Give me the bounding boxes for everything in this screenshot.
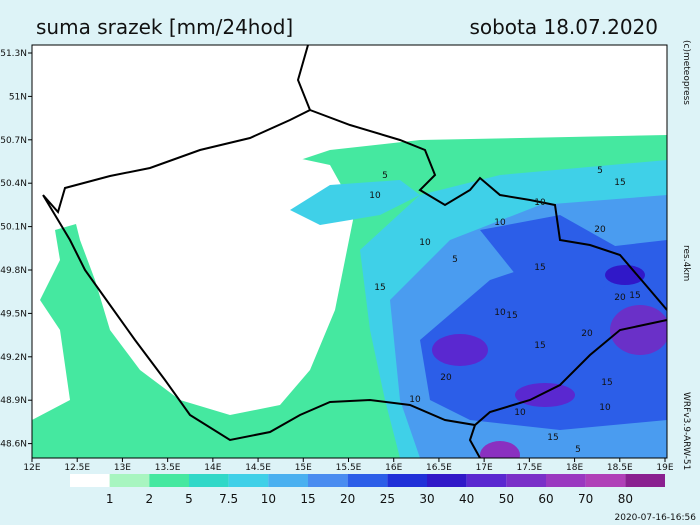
precip-violet (610, 305, 667, 355)
colorbar-swatch (427, 474, 467, 487)
x-tick-label: 16.5E (426, 463, 452, 473)
contour-label: 20 (594, 225, 606, 235)
contour-label: 10 (599, 403, 611, 413)
colorbar-label: 15 (300, 492, 315, 506)
contour-label: 5 (597, 166, 603, 176)
precip-cyan (290, 180, 420, 225)
precip-darkblue (420, 240, 667, 430)
colorbar-swatch (149, 474, 189, 487)
colorbar-swatch (189, 474, 229, 487)
x-tick-label: 15.5E (336, 463, 362, 473)
map-date: sobota 18.07.2020 (469, 15, 658, 39)
colorbar-swatch (109, 474, 150, 487)
resolution: res.4km (681, 245, 691, 281)
y-tick-label: 51.3N (0, 49, 27, 59)
x-tick-label: 15E (295, 463, 312, 473)
y-tick-label: 49.8N (0, 266, 27, 276)
contour-label: 10 (409, 395, 421, 405)
y-tick-label: 49.5N (0, 309, 27, 319)
x-tick-label: 16E (385, 463, 402, 473)
contour-label: 10 (534, 198, 546, 208)
x-tick-label: 18.5E (607, 463, 633, 473)
colorbar-label: 1 (106, 492, 114, 506)
colorbar-swatch (466, 474, 507, 487)
x-tick-label: 17E (476, 463, 493, 473)
colorbar-label: 70 (578, 492, 593, 506)
colorbar-swatch (506, 474, 546, 487)
colorbar-swatch (585, 474, 626, 487)
colorbar-label: 2 (146, 492, 154, 506)
colorbar: 1 2 5 7.5 10 15 20 25 30 40 50 60 70 80 (70, 474, 665, 506)
colorbar-label: 30 (419, 492, 434, 506)
colorbar-swatch (70, 474, 110, 487)
colorbar-label: 50 (499, 492, 514, 506)
x-tick-label: 14E (204, 463, 221, 473)
y-tick-label: 50.4N (0, 179, 27, 189)
contour-label: 15 (374, 283, 385, 293)
axes: 12E 12.5E 13E 13.5E 14E 14.5E 15E 15.5E 16E 16.5E… (0, 49, 674, 473)
colorbar-swatch (387, 474, 427, 487)
colorbar-label: 7.5 (219, 492, 238, 506)
contour-label: 15 (629, 291, 640, 301)
precip-darkblue (480, 215, 640, 290)
colorbar-label: 5 (185, 492, 193, 506)
contour-label: 10 (369, 191, 381, 201)
colorbar-swatch (268, 474, 308, 487)
x-tick-label: 12.5E (64, 463, 90, 473)
precip-indigo (605, 265, 645, 285)
contour-label: 15 (534, 341, 545, 351)
contour-label: 5 (575, 445, 581, 455)
y-tick-label: 51N (9, 92, 27, 102)
x-tick-label: 12E (23, 463, 40, 473)
x-tick-label: 17.5E (516, 463, 542, 473)
precip-purple (480, 441, 520, 458)
map-frame (31, 44, 668, 459)
colorbar-swatch (347, 474, 388, 487)
contour-label: 10 (494, 308, 506, 318)
x-tick-label: 18E (566, 463, 583, 473)
precip-violet (515, 383, 575, 407)
map-title: suma srazek [mm/24hod] (36, 15, 293, 39)
borders (42, 45, 667, 458)
contour-label: 15 (614, 178, 625, 188)
timestamp: 2020-07-16-16:56 (615, 513, 697, 523)
x-tick-label: 13E (114, 463, 131, 473)
colorbar-swatch (625, 474, 665, 487)
colorbar-swatch (308, 474, 348, 487)
x-tick-label: 14.5E (245, 463, 271, 473)
colorbar-label: 80 (618, 492, 633, 506)
colorbar-swatch (228, 474, 269, 487)
contour-label: 15 (506, 311, 517, 321)
colorbar-label: 25 (380, 492, 395, 506)
contour-label: 10 (419, 238, 431, 248)
colorbar-label: 10 (261, 492, 276, 506)
contour-label: 15 (601, 378, 612, 388)
contour-label: 20 (614, 293, 626, 303)
contour-label: 5 (382, 171, 388, 181)
contour-label: 20 (581, 329, 593, 339)
x-tick-label: 19E (656, 463, 673, 473)
contour-label: 15 (547, 433, 558, 443)
copyright: (c)meteopress (681, 40, 691, 105)
x-tick-label: 13.5E (155, 463, 181, 473)
model-name: WRFv3.9-ARW-51 (681, 392, 691, 470)
precip-violet (432, 334, 488, 366)
y-tick-label: 48.6N (0, 440, 27, 450)
contour-label: 15 (534, 263, 545, 273)
colorbar-label: 40 (459, 492, 474, 506)
contour-label: 20 (440, 373, 452, 383)
contour-label: 10 (514, 408, 526, 418)
y-tick-label: 48.9N (0, 396, 27, 406)
y-tick-label: 50.1N (0, 223, 27, 233)
contour-label: 5 (452, 255, 458, 265)
y-tick-label: 49.2N (0, 353, 27, 363)
colorbar-label: 20 (340, 492, 355, 506)
y-tick-label: 50.7N (0, 136, 27, 146)
colorbar-label: 60 (538, 492, 553, 506)
contour-label: 10 (494, 218, 506, 228)
colorbar-swatch (546, 474, 586, 487)
